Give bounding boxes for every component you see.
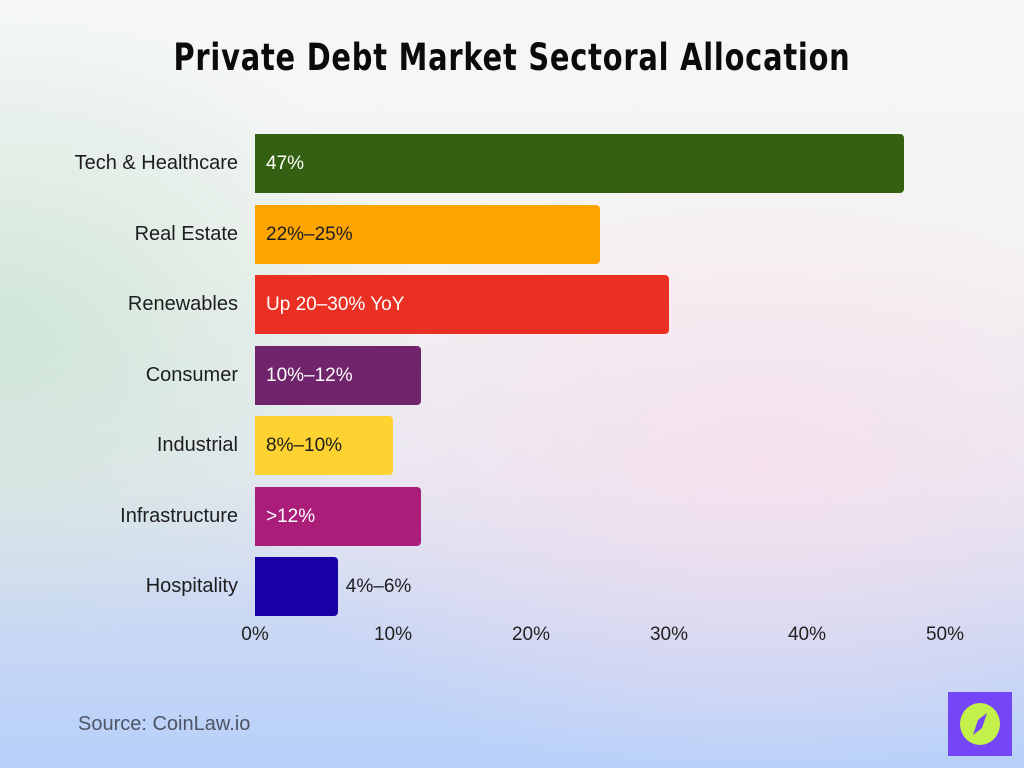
bar-value-label: >12%: [266, 506, 316, 527]
bar-value-label: 8%–10%: [266, 435, 343, 456]
x-tick-label: 0%: [241, 624, 269, 645]
bar-value-label: 4%–6%: [345, 576, 412, 597]
category-label: Infrastructure: [120, 505, 238, 527]
category-label: Renewables: [127, 293, 238, 315]
x-tick-label: 50%: [925, 624, 965, 645]
bar-real-estate: [255, 205, 600, 264]
compass-logo-icon: [960, 703, 1000, 745]
bar-industrial: [255, 416, 393, 475]
category-label: Real Estate: [134, 223, 238, 245]
x-tick-label: 10%: [373, 624, 413, 645]
bar-hospitality: [255, 557, 338, 616]
bar-value-label: 10%–12%: [266, 365, 353, 386]
bar-consumer: [255, 346, 421, 405]
bar-tech-healthcare: [255, 134, 904, 193]
x-tick-label: 40%: [787, 624, 827, 645]
bar-infrastructure: [255, 487, 421, 546]
bar-value-label: 47%: [266, 153, 305, 174]
category-label: Hospitality: [145, 575, 238, 597]
x-tick-label: 20%: [511, 624, 551, 645]
category-label: Tech & Healthcare: [74, 152, 238, 174]
bar-value-label: Up 20–30% YoY: [266, 294, 405, 315]
bar-renewables: [255, 275, 669, 334]
x-tick-label: 30%: [649, 624, 689, 645]
category-label: Industrial: [156, 434, 238, 456]
brand-logo: [948, 692, 1012, 756]
source-note: Source: CoinLaw.io: [78, 713, 251, 735]
chart-title: Private Debt Market Sectoral Allocation: [173, 36, 851, 79]
bar-value-label: 22%–25%: [266, 224, 353, 245]
category-label: Consumer: [145, 364, 238, 386]
